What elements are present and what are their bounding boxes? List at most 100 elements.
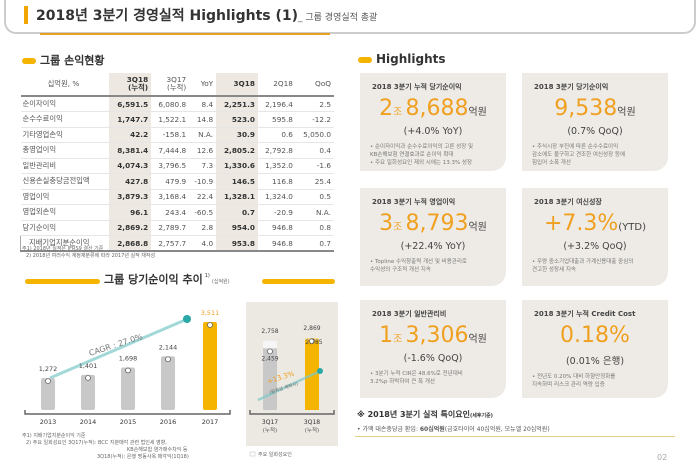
bar-value-label: 1,698 <box>119 354 138 362</box>
table-cell: N.A. <box>295 204 334 221</box>
table-cell: 1,328.1 <box>216 189 258 205</box>
bar-marker <box>267 348 273 355</box>
card-value-pre: 3 <box>379 211 394 236</box>
table-cell: 5,050.0 <box>295 127 334 143</box>
x-tick-label: 3Q17 <box>262 419 278 426</box>
total-label: 2,758 <box>261 328 278 335</box>
highlight-card: 2018 3분기 일반관리비 1조 3,306억원 (-1.6% QoQ) • … <box>360 300 506 398</box>
highlights-heading: Highlights <box>358 52 446 66</box>
table-row: 영업외손익 96.1 243.4 -60.5 0.7 -20.9 N.A. <box>20 204 334 221</box>
table-cell: 6,591.5 <box>109 96 152 112</box>
cagr-arrow <box>49 318 186 380</box>
card-desc: • 주식시장 부진에 따른 순수수료이익 감소에도 불구하고 견조한 여신성장 등… <box>522 137 668 167</box>
table-row: 순수수료이익 1,747.7 1,522.1 14.8 523.0 595.8 -12.2 <box>20 111 334 128</box>
card-sub: (+4.0% YoY) <box>403 126 463 137</box>
card-desc-line: • Topline 수익창출력 개선 및 비용관리로 <box>370 259 467 265</box>
table-cell: 25.4 <box>295 173 334 190</box>
card-desc-line: • 주요 일회성요인 제외 시에는 13.3% 성장 <box>370 160 473 166</box>
table-heading-text: 그룹 손익현황 <box>40 54 105 67</box>
table-row: 영업이익 3,879.3 3,168.4 22.4 1,328.1 1,324.0 0.5 <box>20 189 334 205</box>
highlights-heading-text: Highlights <box>376 52 446 66</box>
table-cell: 0.7 <box>216 204 258 221</box>
table-cell: 1,330.6 <box>216 158 258 174</box>
cumulative-bar <box>263 348 277 410</box>
card-desc-line: • 전년도 0.20% 대비 하향안정화를 <box>532 374 616 380</box>
table-cell: 7.3 <box>189 158 217 174</box>
table-cell: 2.5 <box>295 96 334 112</box>
card-sub: (-1.6% QoQ) <box>403 353 463 364</box>
table-cell: 신용손실충당금전입액 <box>20 173 110 190</box>
table-cell: 지배기업지분순이익 <box>20 235 110 252</box>
card-value-unit: 억원 <box>468 222 487 233</box>
card-value-unit: 억원 <box>468 107 487 118</box>
footnote: 주1) 지배기업지분순이익 기준 <box>22 433 86 439</box>
bar <box>121 367 135 410</box>
table-row: 지배기업지분순이익 2,868.8 2,757.7 4.0 953.8 946.8 0.7 <box>20 235 334 252</box>
table-cell: 총영업이익 <box>20 142 110 159</box>
card-value-unit: (YTD) <box>618 222 647 233</box>
table-cell: 243.4 <box>151 204 190 221</box>
card-value-main: 3,306 <box>405 323 469 348</box>
divider <box>355 436 675 437</box>
table-cell: 954.0 <box>216 220 258 236</box>
table-row: 총영업이익 8,381.4 7,444.8 12.6 2,805.2 2,792.8 0.4 <box>20 142 334 159</box>
card-value-main: 8,688 <box>405 96 469 121</box>
card-value: 3조 8,793억원 <box>360 212 506 240</box>
bar-marker <box>125 367 131 374</box>
card-desc-line: KB손해보험 연결효과로 순이익 확대 <box>370 152 454 158</box>
x-tick-label: 2016 <box>160 418 177 426</box>
card-desc-line: 지속하며 리스크 관리 역량 입증 <box>532 382 605 388</box>
one-off-bar <box>263 340 277 349</box>
note-title-small: (세후기준) <box>470 413 493 419</box>
table-cell: 953.8 <box>216 235 258 252</box>
card-value-main: 9,538 <box>554 96 618 121</box>
note-title-text: ※ 2018년 3분기 실적 특이요인 <box>357 410 470 419</box>
card-sub: (0.7% QoQ) <box>567 126 623 137</box>
table-row: 신용손실충당금전입액 427.8 479.9 -10.9 146.5 116.8 25.4 <box>20 173 334 190</box>
table-row: 일반관리비 4,074.3 3,796.5 7.3 1,330.6 1,352.0 -1.6 <box>20 158 334 174</box>
table-cell: 1,747.7 <box>109 111 152 128</box>
note-bold: 60십억원 <box>419 426 445 433</box>
page-title: 2018년 3분기 경영실적 Highlights (1)_ 그룹 경영실적 총… <box>36 5 377 25</box>
x-tick-label: 2014 <box>80 418 97 426</box>
pill-icon <box>22 58 36 64</box>
table-cell: 4.0 <box>189 235 217 252</box>
table-heading: 그룹 손익현황 <box>22 52 105 68</box>
table-cell: N.A. <box>189 127 217 143</box>
highlight-card: 2018 3분기 여신성장 +7.3%(YTD) (+3.2% QoQ) • 우… <box>522 188 668 286</box>
card-desc-line: • 주식시장 부진에 따른 순수수료이익 <box>532 144 619 150</box>
chart-title: 그룹 당기순이익 추이 <box>104 273 203 286</box>
card-value-unit: 억원 <box>468 334 487 345</box>
column-header: 3Q17 (누적) <box>151 73 190 97</box>
table-cell: 영업외손익 <box>20 204 110 221</box>
table-cell: 2.8 <box>189 220 217 236</box>
x-tick-sublabel: (누적) <box>305 427 319 434</box>
table-cell: 30.9 <box>216 127 258 143</box>
card-desc: • 3분기 누적 CIR은 48.6%로 전년대비 3.2%p 하락하여 큰 폭 … <box>360 364 506 386</box>
cumulative-panel <box>246 302 338 446</box>
card-sub: (0.01% 은행) <box>565 356 625 367</box>
table-cell: 2,868.8 <box>109 235 152 252</box>
table-cell: 479.9 <box>151 173 190 190</box>
table-cell: 6,080.8 <box>151 96 190 112</box>
bar <box>203 322 217 410</box>
table-cell: 8.4 <box>189 96 217 112</box>
growth-arrow-head <box>317 368 323 374</box>
card-sub: (+22.4% YoY) <box>400 241 466 252</box>
card-value-pre: 2 <box>379 96 394 121</box>
table-cell: 영업이익 <box>20 189 110 205</box>
card-title: 2018 3분기 여신성장 <box>534 198 602 206</box>
note-post: (금호타이어 40십억원, 모뉴엘 20십억원) <box>444 426 550 433</box>
chart-title-group: 그룹 당기순이익 추이 1) (십억원) <box>104 273 230 287</box>
table-cell: 순이자이익 <box>20 96 110 112</box>
card-value-main: 0.18% <box>560 323 630 348</box>
table-cell: -60.5 <box>189 204 217 221</box>
x-tick-label: 2015 <box>120 418 137 426</box>
footnote: 2) 주요 일회성요인 3Q17(누적): BCC 지분매각 관련 법인세 영향… <box>26 440 167 446</box>
table-cell: 2,251.3 <box>216 96 258 112</box>
table-cell: 순수수료이익 <box>20 111 110 128</box>
table-cell: 595.8 <box>257 111 296 128</box>
card-value-main: +7.3% <box>543 211 619 236</box>
table-cell: 2,869.2 <box>109 220 152 236</box>
bar <box>41 378 55 410</box>
